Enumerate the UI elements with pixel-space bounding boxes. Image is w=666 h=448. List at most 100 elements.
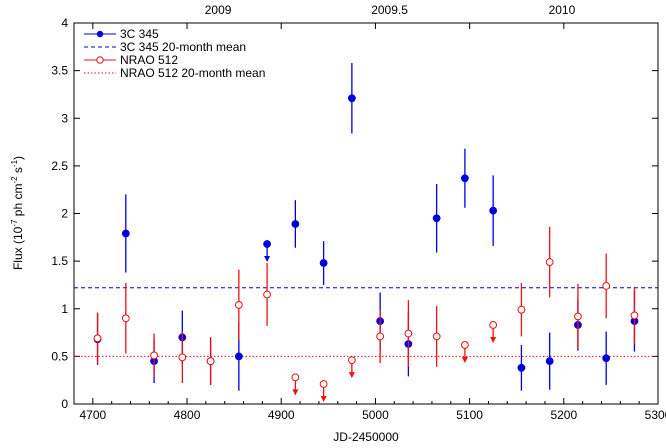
nrao512-upper-limit-arrowhead — [461, 356, 468, 363]
3c345-data-point — [517, 344, 526, 391]
3c345-data-point — [291, 200, 300, 248]
3c345-marker — [461, 174, 469, 183]
3c345-marker — [489, 206, 498, 215]
nrao512-marker — [404, 329, 413, 338]
3c345-marker — [545, 357, 554, 366]
3c345-marker — [602, 354, 611, 363]
nrao512-data-point — [461, 341, 469, 363]
nrao512-upper-limit-arrowhead — [320, 395, 327, 402]
nrao512-marker — [602, 281, 611, 290]
y-tick-label: 4 — [61, 16, 68, 30]
nrao512-data-point — [630, 286, 639, 344]
x-tick-label: 5100 — [456, 408, 483, 422]
nrao512-marker — [347, 356, 356, 365]
nrao512-data-point — [574, 283, 582, 349]
mean-lines — [74, 287, 658, 357]
y-tick-label: 2.5 — [51, 159, 68, 173]
nrao512-data-point — [545, 226, 554, 298]
3c345-upper-limit-arrowhead — [264, 255, 271, 262]
3c345-data-point — [602, 331, 611, 385]
3c345-data-point — [545, 332, 554, 390]
legend-3c345-marker — [96, 30, 104, 38]
nrao512-marker — [574, 312, 582, 321]
x-tick-label: 4900 — [268, 408, 295, 422]
nrao512-marker — [319, 380, 328, 388]
legend-nrao512-label: NRAO 512 — [120, 53, 178, 67]
nrao512-marker — [263, 290, 271, 299]
legend-nrao512-mean-label: NRAO 512 20-month mean — [120, 66, 265, 80]
nrao512-data-point — [206, 337, 215, 385]
nrao512-marker — [545, 258, 554, 266]
3c345-marker — [291, 220, 300, 228]
nrao512-data-point — [517, 283, 526, 337]
3c345-marker — [517, 363, 526, 372]
nrao512-data-point — [404, 300, 413, 367]
top-axis-year-label: 2009 — [205, 3, 232, 17]
3c345-marker — [319, 259, 328, 267]
nrao512-data-point — [291, 373, 300, 396]
nrao512-data-point — [93, 312, 102, 364]
y-tick-label: 3 — [61, 111, 68, 125]
x-tick-label: 5200 — [550, 408, 577, 422]
nrao512-data-point — [376, 309, 385, 364]
nrao512-marker — [291, 373, 300, 382]
nrao512-data-point — [432, 305, 441, 367]
y-tick-label: 1 — [61, 302, 68, 316]
y-tick-label: 0.5 — [51, 349, 68, 363]
x-tick-label: 4800 — [174, 408, 201, 422]
nrao512-data-point — [602, 253, 611, 319]
3c345-data-point — [461, 148, 469, 208]
nrao512-data-point — [347, 356, 356, 379]
3c345-marker — [121, 229, 130, 238]
3c345-data-point — [432, 183, 441, 253]
x-tick-label: 5000 — [362, 408, 389, 422]
nrao512-marker — [93, 334, 102, 343]
data-points — [93, 63, 639, 402]
nrao512-marker — [206, 357, 215, 366]
nrao512-marker — [517, 305, 526, 314]
y-tick-label: 2 — [61, 207, 68, 221]
plot-frame — [73, 22, 659, 405]
nrao512-upper-limit-arrowhead — [490, 336, 497, 343]
y-axis-label: Flux (10-7 ph cm-2 s-1) — [10, 156, 25, 270]
nrao512-marker — [630, 311, 639, 320]
legend-3c345-label: 3C 345 — [120, 27, 159, 41]
3c345-marker — [234, 352, 243, 361]
nrao512-marker — [376, 332, 385, 341]
nrao512-marker — [489, 321, 498, 329]
nrao512-marker — [234, 301, 243, 309]
x-axis-label: JD-2450000 — [333, 430, 399, 444]
y-tick-label: 1.5 — [51, 254, 68, 268]
nrao512-data-point — [178, 331, 187, 384]
y-tick-label: 0 — [61, 397, 68, 411]
3c345-marker — [347, 94, 356, 103]
3c345-marker — [432, 214, 441, 223]
3c345-data-point — [121, 194, 130, 273]
3c345-marker — [263, 240, 271, 248]
legend-3c345-mean-label: 3C 345 20-month mean — [120, 40, 246, 54]
top-axis-year-label: 2010 — [549, 3, 576, 17]
nrao512-data-point — [319, 380, 328, 402]
legend: 3C 345 3C 345 20-month mean NRAO 512 NRA… — [84, 27, 265, 80]
nrao512-marker — [461, 341, 469, 349]
nrao512-data-point — [150, 333, 158, 378]
nrao512-upper-limit-arrowhead — [292, 389, 299, 396]
3c345-data-point — [489, 175, 498, 246]
legend-nrao512-marker — [96, 56, 104, 64]
x-tick-label: 4700 — [79, 408, 106, 422]
nrao512-data-point — [121, 283, 130, 354]
nrao512-upper-limit-arrowhead — [348, 372, 355, 379]
3c345-data-point — [347, 63, 356, 134]
3c345-data-point — [319, 241, 328, 285]
nrao512-marker — [121, 314, 130, 323]
nrao512-data-point — [489, 321, 498, 343]
top-axis-year-label: 2009.5 — [371, 3, 408, 17]
3c345-data-point — [263, 240, 271, 262]
nrao512-marker — [432, 332, 441, 341]
nrao512-data-point — [263, 263, 271, 326]
y-tick-label: 3.5 — [51, 64, 68, 78]
nrao512-data-point — [234, 269, 243, 341]
